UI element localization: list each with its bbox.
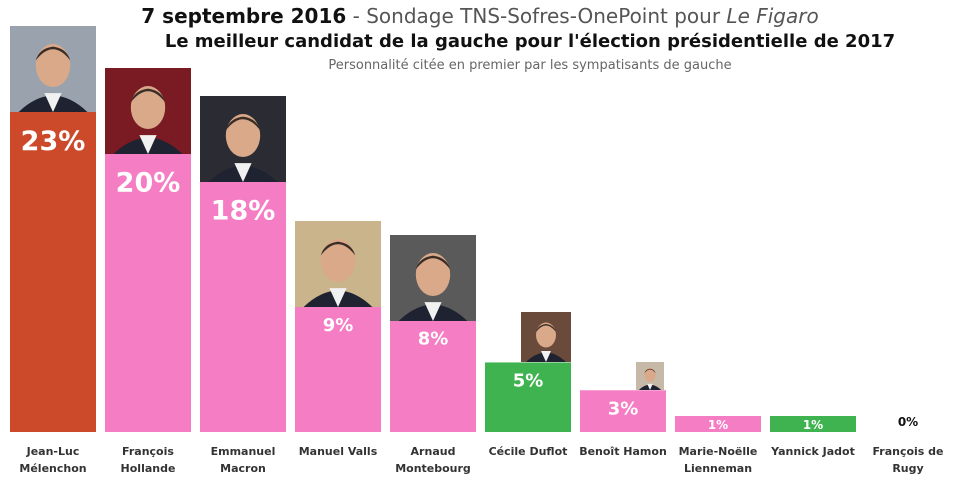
candidate-photo-1 xyxy=(105,67,191,154)
chart-title: Le meilleur candidat de la gauche pour l… xyxy=(164,31,896,52)
value-label-6: 3% xyxy=(608,398,639,419)
category-label-4: Arnaud Montebourg xyxy=(395,445,471,475)
candidate-photo-6 xyxy=(636,362,664,391)
value-label-7: 1% xyxy=(708,418,728,432)
candidate-photo-2 xyxy=(200,95,286,182)
title-line-1: 7 septembre 2016 - Sondage TNS-Sofres-On… xyxy=(0,4,960,28)
candidate-photo-5 xyxy=(521,312,571,363)
bar-7 xyxy=(675,416,761,432)
category-label-0: Jean-Luc Mélenchon xyxy=(19,445,86,475)
value-label-8: 1% xyxy=(803,418,823,432)
candidate-photo-0 xyxy=(10,26,96,112)
category-label-6: Benoît Hamon xyxy=(579,445,667,458)
bar-5 xyxy=(485,362,571,432)
category-label-7: Marie-Noëlle Lienneman xyxy=(679,445,758,475)
bar-2 xyxy=(200,181,286,432)
bar-4 xyxy=(390,320,476,432)
poll-source: Sondage TNS-Sofres-OnePoint pour xyxy=(366,4,727,28)
candidate-photo-3 xyxy=(295,220,381,307)
value-label-4: 8% xyxy=(418,329,449,350)
category-label-3: Manuel Valls xyxy=(299,445,378,458)
chart-subtitle: Personnalité citée en premier par les sy… xyxy=(328,58,732,73)
bar-3 xyxy=(295,306,381,432)
category-label-1: François Hollande xyxy=(121,445,176,475)
bar-6 xyxy=(580,390,666,432)
poll-date: 7 septembre 2016 xyxy=(141,4,347,28)
poll-client: Le Figaro xyxy=(726,4,819,28)
category-label-9: François de Rugy xyxy=(872,445,943,475)
candidate-photo-4 xyxy=(390,234,476,321)
bar-0 xyxy=(10,112,96,432)
bar-1 xyxy=(105,153,191,432)
category-label-2: Emmanuel Macron xyxy=(211,445,276,475)
value-label-5: 5% xyxy=(513,370,544,391)
value-label-2: 18% xyxy=(211,196,276,227)
value-label-3: 9% xyxy=(323,315,354,336)
value-label-0: 23% xyxy=(21,126,86,157)
value-label-1: 20% xyxy=(116,168,181,199)
value-label-9: 0% xyxy=(898,415,918,429)
title-separator: - xyxy=(346,4,367,28)
category-label-8: Yannick Jadot xyxy=(770,445,855,458)
bar-8 xyxy=(770,416,856,432)
category-label-5: Cécile Duflot xyxy=(489,445,568,458)
